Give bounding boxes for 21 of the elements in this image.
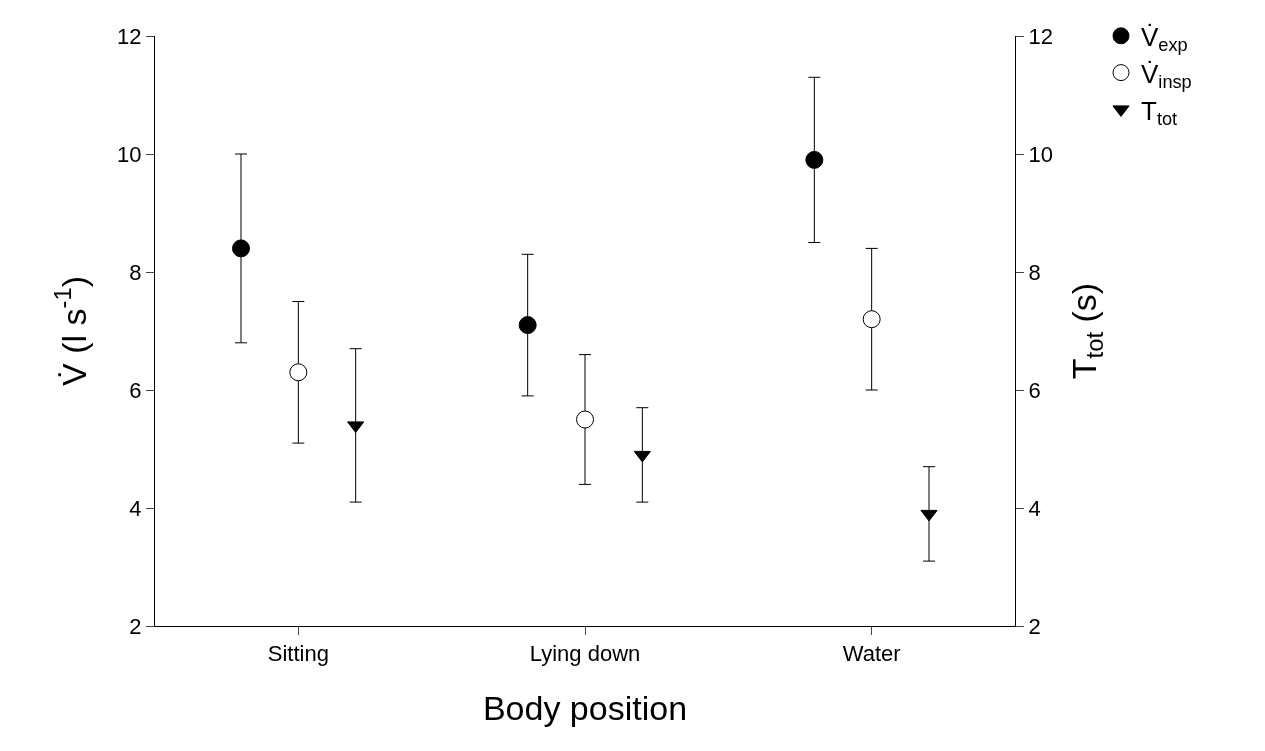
y2-tick-label: 2 [1028,613,1041,639]
y-tick-label: 6 [129,377,142,403]
y-tick-label: 12 [117,23,142,49]
x-tick-label: Sitting [267,641,329,667]
y-tick-label: 4 [129,495,142,521]
point [633,450,651,463]
y-tick-label: 8 [129,259,142,285]
legend-label: T$_{tot}$ [1141,95,1178,129]
y-tick-label: 10 [117,141,142,167]
point [920,509,938,522]
legend-label: V̇$_{exp}$ [1141,21,1188,56]
y2-tick-label: 10 [1028,141,1053,167]
x-tick-label: Lying down [529,641,641,667]
y2-tick-label: 8 [1028,259,1041,285]
y2-tick-label: 12 [1028,23,1053,49]
x-tick-label: Water [842,641,901,667]
legend-label: V̇$_{insp}$ [1141,58,1192,93]
y2-tick-label: 6 [1028,377,1041,403]
x-axis-title: Body position [482,688,688,727]
y-tick-label: 2 [129,613,142,639]
y2-tick-label: 4 [1028,495,1041,521]
